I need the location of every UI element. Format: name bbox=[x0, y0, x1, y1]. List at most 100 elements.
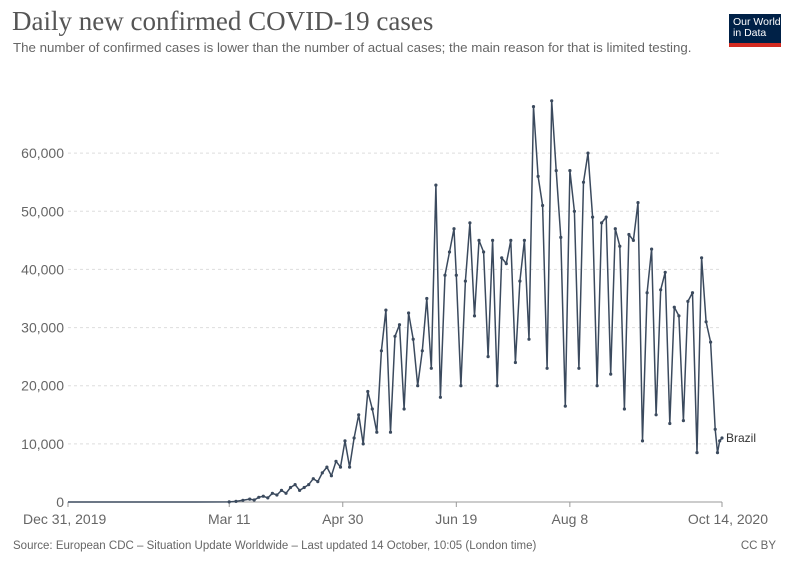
data-point bbox=[504, 262, 508, 266]
data-point bbox=[257, 495, 261, 499]
data-point bbox=[434, 183, 438, 187]
data-point bbox=[227, 500, 231, 504]
data-point bbox=[454, 273, 458, 277]
data-point bbox=[325, 465, 329, 469]
data-point bbox=[522, 238, 527, 242]
data-point bbox=[486, 355, 490, 359]
logo-underline bbox=[729, 43, 781, 47]
data-point bbox=[491, 238, 495, 242]
data-point bbox=[388, 430, 393, 434]
data-point bbox=[384, 308, 388, 312]
data-point bbox=[393, 334, 397, 338]
data-point bbox=[463, 279, 467, 283]
y-tick-label: 30,000 bbox=[21, 320, 64, 336]
data-point bbox=[586, 151, 590, 155]
x-tick-label: Apr 30 bbox=[322, 511, 363, 527]
data-point bbox=[659, 288, 663, 292]
data-point bbox=[495, 384, 499, 388]
data-point bbox=[472, 314, 477, 318]
data-point bbox=[302, 485, 306, 490]
data-point bbox=[568, 169, 572, 173]
data-point bbox=[577, 366, 581, 370]
owid-logo[interactable]: Our World in Data bbox=[729, 14, 781, 47]
data-point bbox=[677, 314, 681, 318]
data-point bbox=[370, 407, 374, 411]
data-point bbox=[720, 436, 724, 440]
data-point bbox=[334, 459, 338, 463]
data-point bbox=[279, 488, 284, 492]
data-point bbox=[536, 174, 540, 178]
data-point bbox=[343, 439, 347, 443]
data-point bbox=[604, 215, 608, 219]
data-point bbox=[311, 477, 315, 481]
data-point bbox=[690, 291, 695, 295]
data-point bbox=[443, 273, 447, 277]
data-point bbox=[468, 221, 472, 225]
data-point bbox=[375, 430, 379, 434]
license-link[interactable]: CC BY bbox=[740, 540, 776, 552]
data-point bbox=[275, 493, 279, 497]
x-tick-label: Jun 19 bbox=[435, 511, 477, 527]
data-point bbox=[718, 439, 722, 443]
data-point bbox=[361, 442, 365, 446]
data-point bbox=[366, 389, 370, 394]
data-point bbox=[595, 384, 599, 388]
data-point bbox=[645, 291, 649, 295]
data-point bbox=[482, 250, 486, 254]
data-point bbox=[397, 323, 402, 327]
data-point bbox=[591, 215, 595, 219]
x-tick-label: Dec 31, 2019 bbox=[23, 511, 106, 527]
data-point bbox=[640, 439, 645, 443]
data-point bbox=[686, 299, 690, 303]
data-point bbox=[352, 436, 356, 440]
data-point bbox=[288, 485, 293, 490]
y-tick-label: 50,000 bbox=[21, 203, 64, 219]
data-point bbox=[438, 395, 442, 399]
data-point bbox=[241, 498, 245, 502]
data-point bbox=[654, 413, 658, 417]
data-point bbox=[618, 244, 622, 248]
data-point bbox=[531, 105, 536, 109]
data-point bbox=[700, 256, 704, 260]
data-point bbox=[459, 384, 463, 388]
data-point bbox=[622, 407, 627, 411]
source-note: Source: European CDC – Situation Update … bbox=[13, 540, 537, 552]
data-point bbox=[379, 349, 383, 353]
data-point bbox=[695, 451, 699, 455]
chart-subtitle: The number of confirmed cases is lower t… bbox=[13, 40, 692, 55]
data-point bbox=[252, 498, 256, 502]
data-point bbox=[704, 320, 708, 324]
data-point bbox=[270, 491, 274, 495]
data-point bbox=[650, 247, 654, 251]
data-point bbox=[316, 480, 320, 484]
data-point bbox=[407, 311, 411, 315]
data-point bbox=[559, 235, 563, 239]
x-tick-label: Oct 14, 2020 bbox=[688, 511, 768, 527]
series-label: Brazil bbox=[726, 431, 756, 445]
data-point bbox=[248, 497, 252, 501]
y-tick-label: 40,000 bbox=[21, 261, 64, 277]
data-point bbox=[307, 483, 311, 487]
data-point bbox=[266, 496, 270, 500]
data-point bbox=[425, 296, 429, 301]
data-point bbox=[709, 340, 713, 344]
data-point bbox=[550, 99, 554, 103]
data-point bbox=[298, 488, 302, 492]
series-line-brazil bbox=[68, 100, 723, 503]
x-tick-label: Mar 11 bbox=[208, 511, 251, 527]
data-point bbox=[518, 279, 522, 283]
data-point bbox=[627, 232, 631, 237]
data-point bbox=[572, 209, 577, 213]
data-point bbox=[713, 427, 717, 431]
data-point bbox=[284, 491, 288, 495]
data-point bbox=[447, 250, 452, 254]
y-tick-label: 60,000 bbox=[21, 145, 64, 161]
data-point bbox=[477, 238, 481, 242]
data-point bbox=[429, 366, 433, 370]
data-point bbox=[541, 203, 545, 208]
data-point bbox=[672, 305, 676, 309]
data-point bbox=[681, 419, 686, 423]
chart-title: Daily new confirmed COVID-19 cases bbox=[12, 6, 434, 36]
data-point bbox=[513, 360, 518, 365]
